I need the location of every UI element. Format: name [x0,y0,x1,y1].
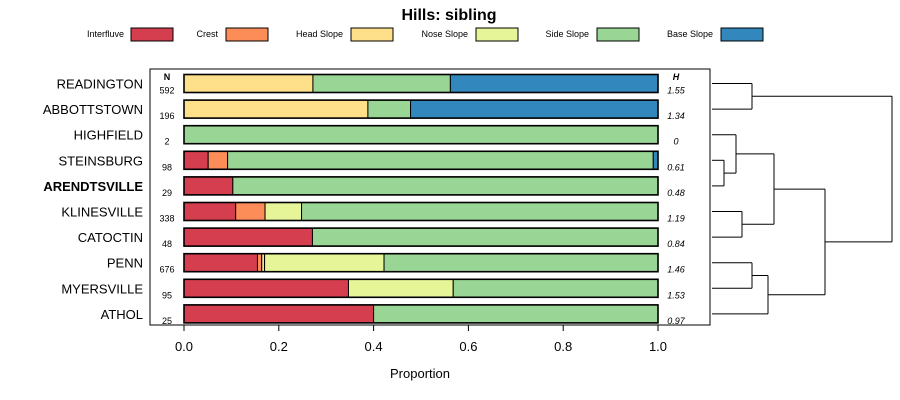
row-label: ARENDTSVILLE [43,179,143,194]
row-label: ATHOL [101,307,143,322]
n-column-header: N [164,72,171,82]
bar-segment [183,74,314,93]
bar-segment [207,150,229,170]
legend-swatch [475,27,519,42]
h-value: 0.97 [667,316,686,326]
bar-segment [452,278,659,298]
n-value: 676 [159,265,174,275]
n-value: 48 [162,239,172,249]
row-label: MYERSVILLE [61,281,143,296]
h-value: 0.61 [667,162,685,172]
legend-label: Side Slope [545,29,589,39]
bar-segment [347,278,454,298]
n-value: 29 [162,188,172,198]
row-label: KLINESVILLE [61,205,143,220]
legend-swatch [350,27,394,42]
legend-label: Head Slope [296,29,343,39]
bar-segment [183,253,258,273]
bar-segment [232,176,659,196]
plot-frame [149,68,711,326]
x-tick-label: 1.0 [649,339,667,354]
row-label: CATOCTIN [78,230,143,245]
bar-segment [311,227,659,247]
bar-segment [373,304,659,324]
n-labels: 592 196 2 98 29 338 48 676 95 25 [159,86,174,326]
h-value: 0 [673,137,678,147]
bar-outline [183,252,659,273]
bar-segment [367,99,412,119]
bar-outline [183,99,659,119]
h-value: 1.53 [667,290,685,300]
h-column-header: H [673,72,680,82]
bar-outline [183,201,659,222]
legend-label: Interfluve [87,29,124,39]
bar-segment [256,253,263,273]
bar-segment [410,99,659,119]
row-label: PENN [107,256,143,271]
row-label: ABBOTTSTOWN [43,102,143,117]
n-value: 338 [159,214,174,224]
bar-outline [183,73,659,94]
legend-label: Nose Slope [421,29,468,39]
h-value: 1.34 [667,111,685,121]
n-value: 196 [159,111,174,121]
dendrogram [712,83,893,315]
n-value: 98 [162,162,172,172]
row-label: READINGTON [57,77,143,92]
row-label: STEINSBURG [58,153,143,168]
bar-outline [183,150,659,171]
h-value: 0.84 [667,239,685,249]
bar-outline [183,124,659,145]
row-label: HIGHFIELD [74,128,143,143]
bar-outline [183,304,659,324]
legend-swatch [225,27,269,42]
bars-group [183,73,659,324]
bar-segment [183,202,237,221]
bar-segment [264,253,385,273]
n-value: 2 [164,137,169,147]
bar-outline [183,278,659,299]
bar-segment [264,202,303,221]
bar-segment [227,150,654,170]
chart-title: Hills: sibling [401,7,496,24]
h-labels: 1.55 1.34 0 0.61 0.48 1.19 0.84 1.46 1.53 0.97 [667,86,686,326]
legend-label: Base Slope [667,29,713,39]
bar-segment [183,176,234,196]
x-axis: 0.0 0.2 0.4 0.6 0.8 1.0 [175,325,667,354]
x-tick-label: 0.4 [365,339,383,354]
legend-swatch [130,27,174,42]
x-tick-label: 0.0 [175,339,193,354]
bar-outline [183,176,659,196]
n-value: 95 [162,290,172,300]
h-value: 1.19 [667,214,685,224]
legend-swatch [596,27,640,42]
x-tick-label: 0.2 [270,339,288,354]
x-tick-label: 0.8 [554,339,572,354]
bar-segment [183,227,313,247]
bar-segment [301,202,659,221]
n-value: 25 [162,316,172,326]
bar-segment [183,278,349,298]
legend-swatch [720,27,764,42]
bar-segment [235,202,266,221]
bar-segment [183,150,209,170]
x-tick-label: 0.6 [459,339,477,354]
x-axis-label: Proportion [390,366,450,381]
n-value: 592 [159,86,174,96]
bar-segment [312,74,451,93]
bar-segment [183,99,369,119]
bar-outline [183,227,659,247]
row-labels: READINGTON ABBOTTSTOWN HIGHFIELD STEINSBURG… [43,77,143,322]
bar-segment [183,125,659,145]
bar-segment [383,253,659,273]
h-value: 1.55 [667,86,686,96]
h-value: 1.46 [667,265,685,275]
legend-label: Crest [196,29,218,39]
h-value: 0.48 [667,188,685,198]
legend: Interfluve Crest Head Slope Nose Slope Side … [87,27,764,42]
bar-segment [449,74,659,93]
bar-segment [183,304,375,324]
